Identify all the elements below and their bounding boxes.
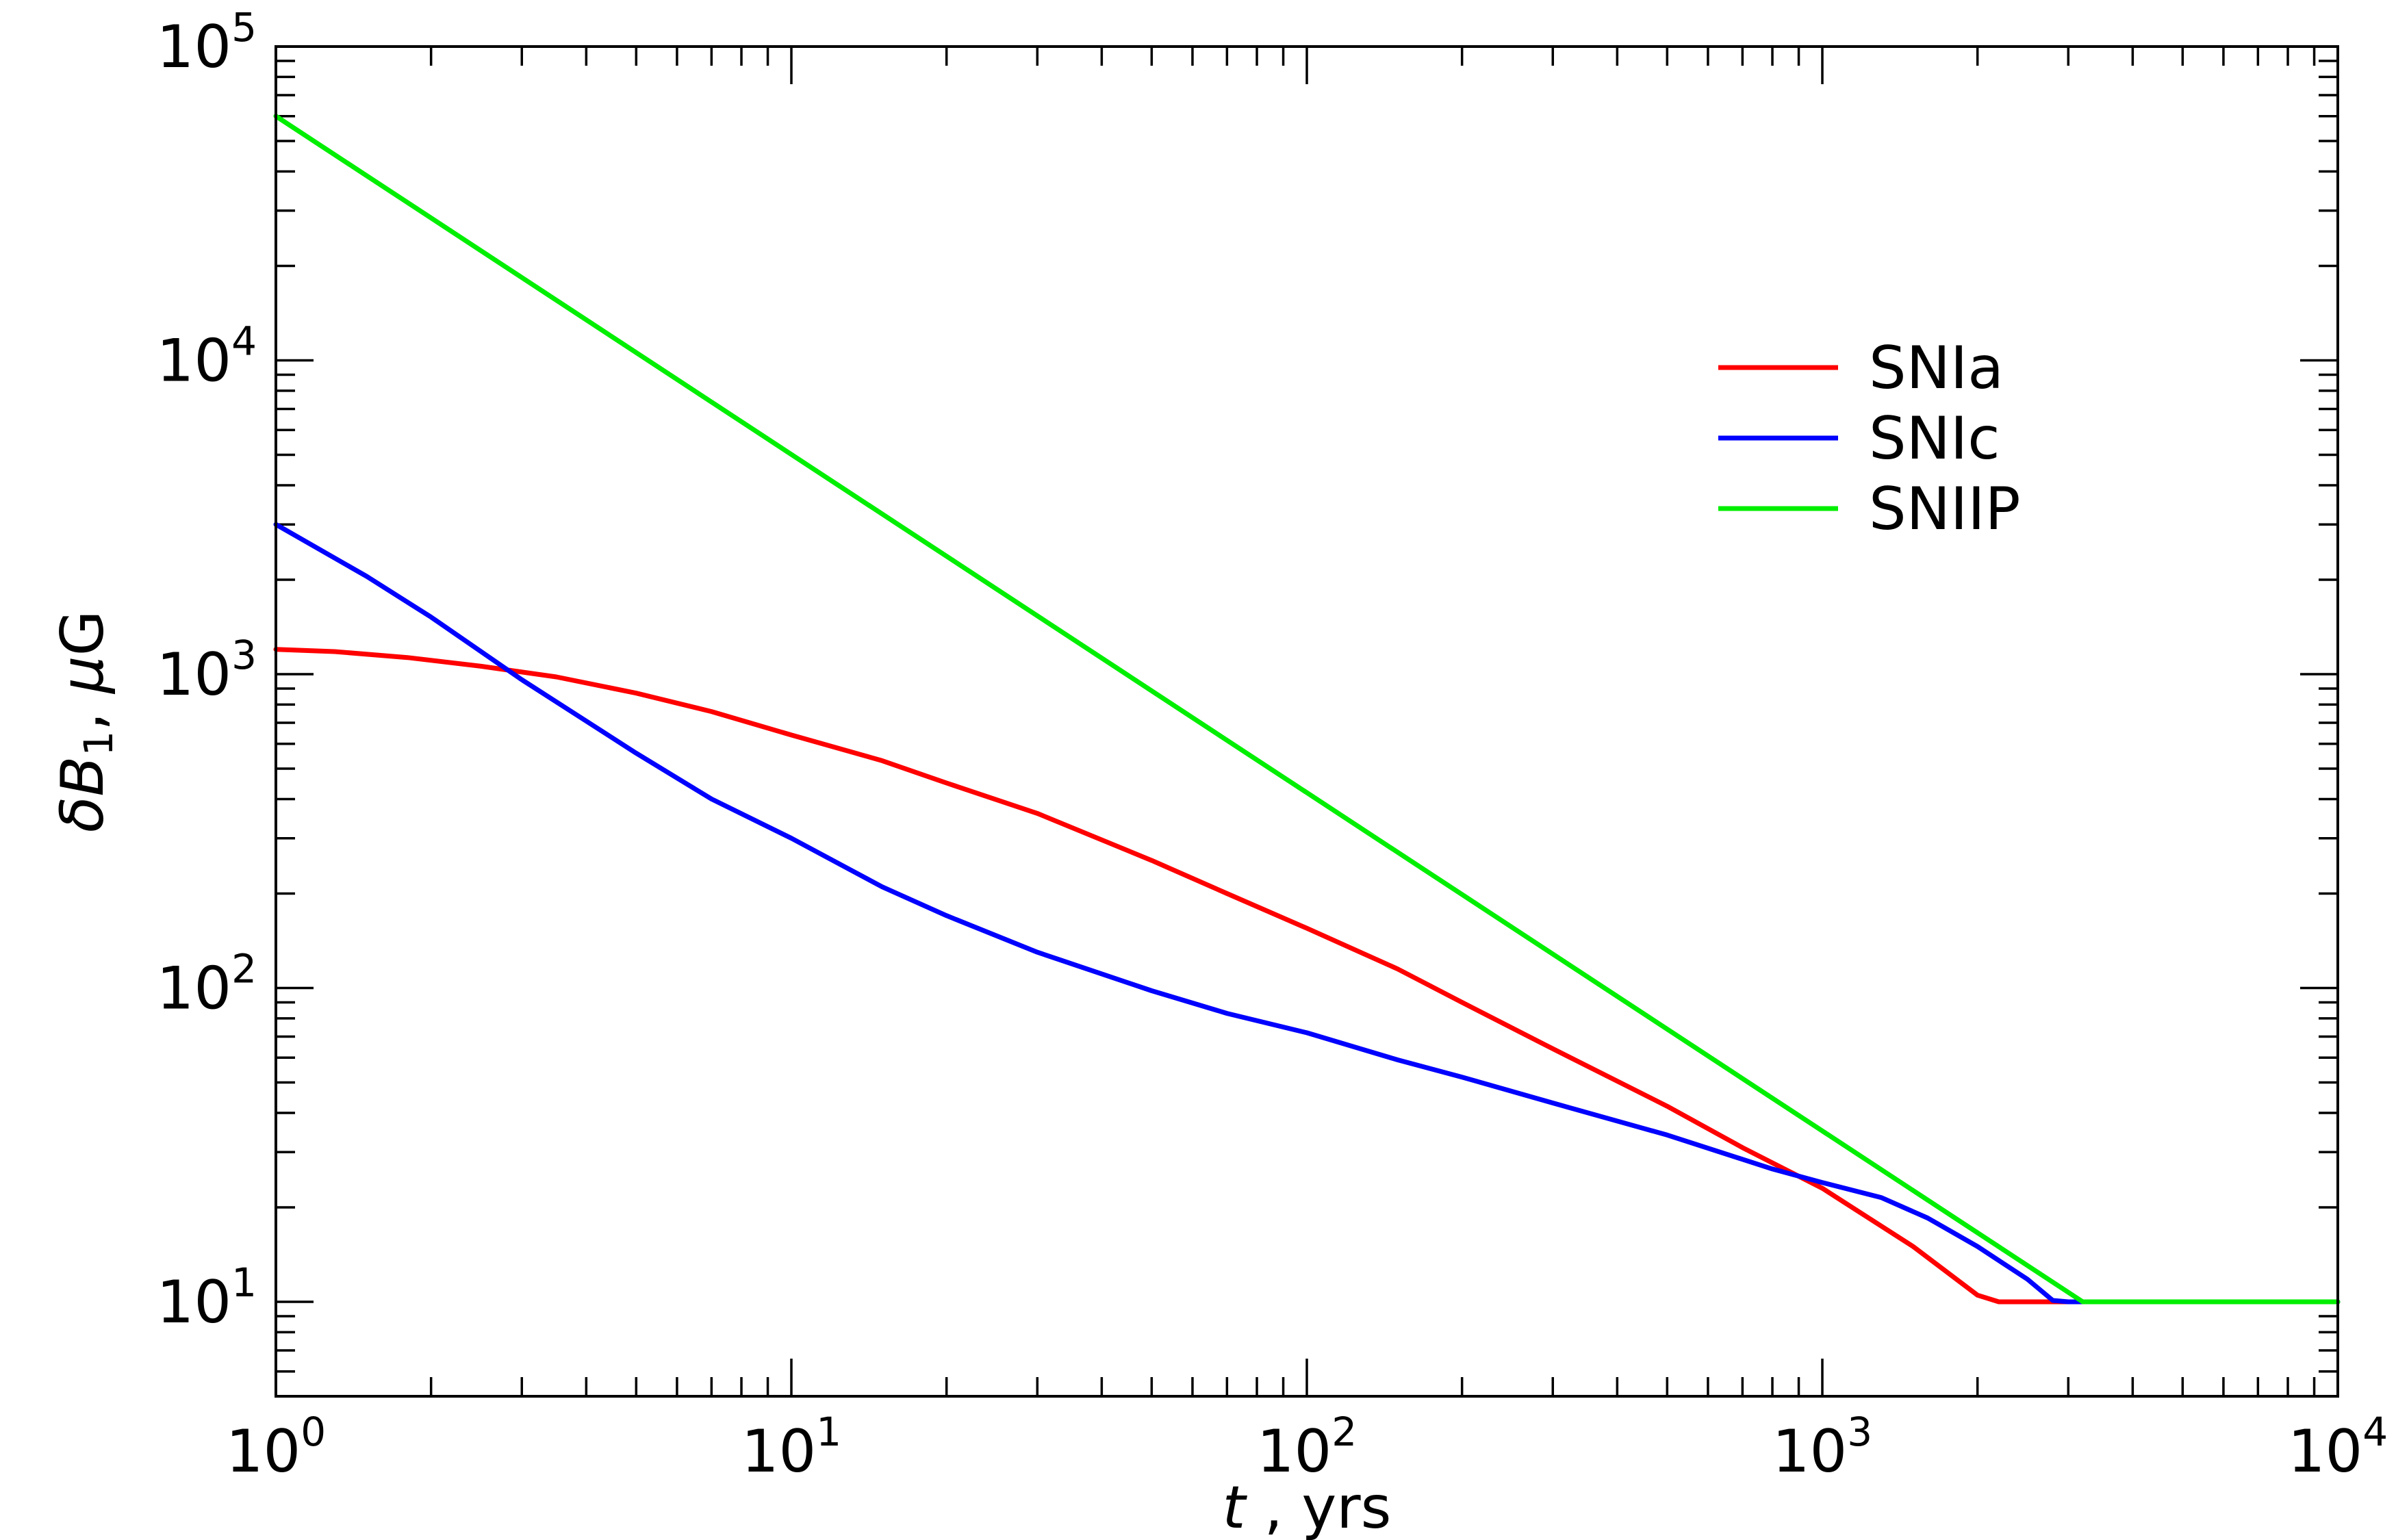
legend-label-snic: SNIc [1869,405,2000,473]
y-tick-base: 10 [157,326,231,395]
x-tick-label: 101 [741,1409,841,1486]
x-tick-label: 103 [1772,1409,1872,1486]
minor-ticks [276,47,2338,1398]
y-axis-var: δB [49,756,117,833]
plot-frame [275,45,2339,1398]
y-tick-label: 103 [157,632,257,709]
y-tick-exp: 2 [231,945,257,992]
series-line-snia [273,647,2341,1305]
x-tick-exp: 3 [1847,1409,1872,1455]
x-tick-exp: 0 [301,1409,326,1455]
y-axis-unit: G [49,611,117,656]
y-tick-label: 101 [157,1259,257,1337]
series-layer [273,114,2341,1305]
legend-label-snia: SNIa [1869,334,2004,402]
y-tick-exp: 5 [231,4,257,51]
y-axis-title: δB1, μG [49,611,122,833]
x-tick-base: 10 [1257,1417,1331,1486]
x-axis-title: t , yrs [1223,1474,1392,1540]
x-tick-exp: 2 [1331,1409,1357,1455]
y-tick-base: 10 [157,641,231,709]
legend-label-sniip: SNIIP [1869,475,2021,543]
y-tick-label: 102 [157,945,257,1023]
x-tick-base: 10 [1772,1417,1847,1486]
x-tick-exp: 1 [816,1409,841,1455]
series-line-snic [273,522,2341,1305]
y-tick-label: 105 [157,4,257,81]
x-tick-label: 102 [1257,1409,1357,1486]
y-axis-sub: 1 [75,731,122,756]
series-line-sniip [273,114,2341,1305]
x-axis-var: t [1223,1474,1248,1540]
x-tick-base: 10 [226,1417,301,1486]
x-tick-labels: 100 101 102 103 104 [226,1409,2388,1486]
y-tick-base: 10 [157,954,231,1023]
y-tick-base: 10 [157,13,231,81]
x-tick-label: 100 [226,1409,326,1486]
y-tick-base: 10 [157,1268,231,1337]
y-tick-exp: 3 [231,632,257,678]
y-tick-exp: 1 [231,1259,257,1306]
y-axis-rest: , [49,693,117,731]
y-tick-exp: 4 [231,318,257,364]
y-axis-mu: μ [49,656,117,695]
y-tick-label: 104 [157,318,257,395]
x-tick-label: 104 [2288,1409,2388,1486]
x-axis-rest: , yrs [1245,1474,1391,1540]
x-tick-base: 10 [741,1417,816,1486]
x-tick-exp: 4 [2362,1409,2388,1455]
x-tick-base: 10 [2288,1417,2362,1486]
